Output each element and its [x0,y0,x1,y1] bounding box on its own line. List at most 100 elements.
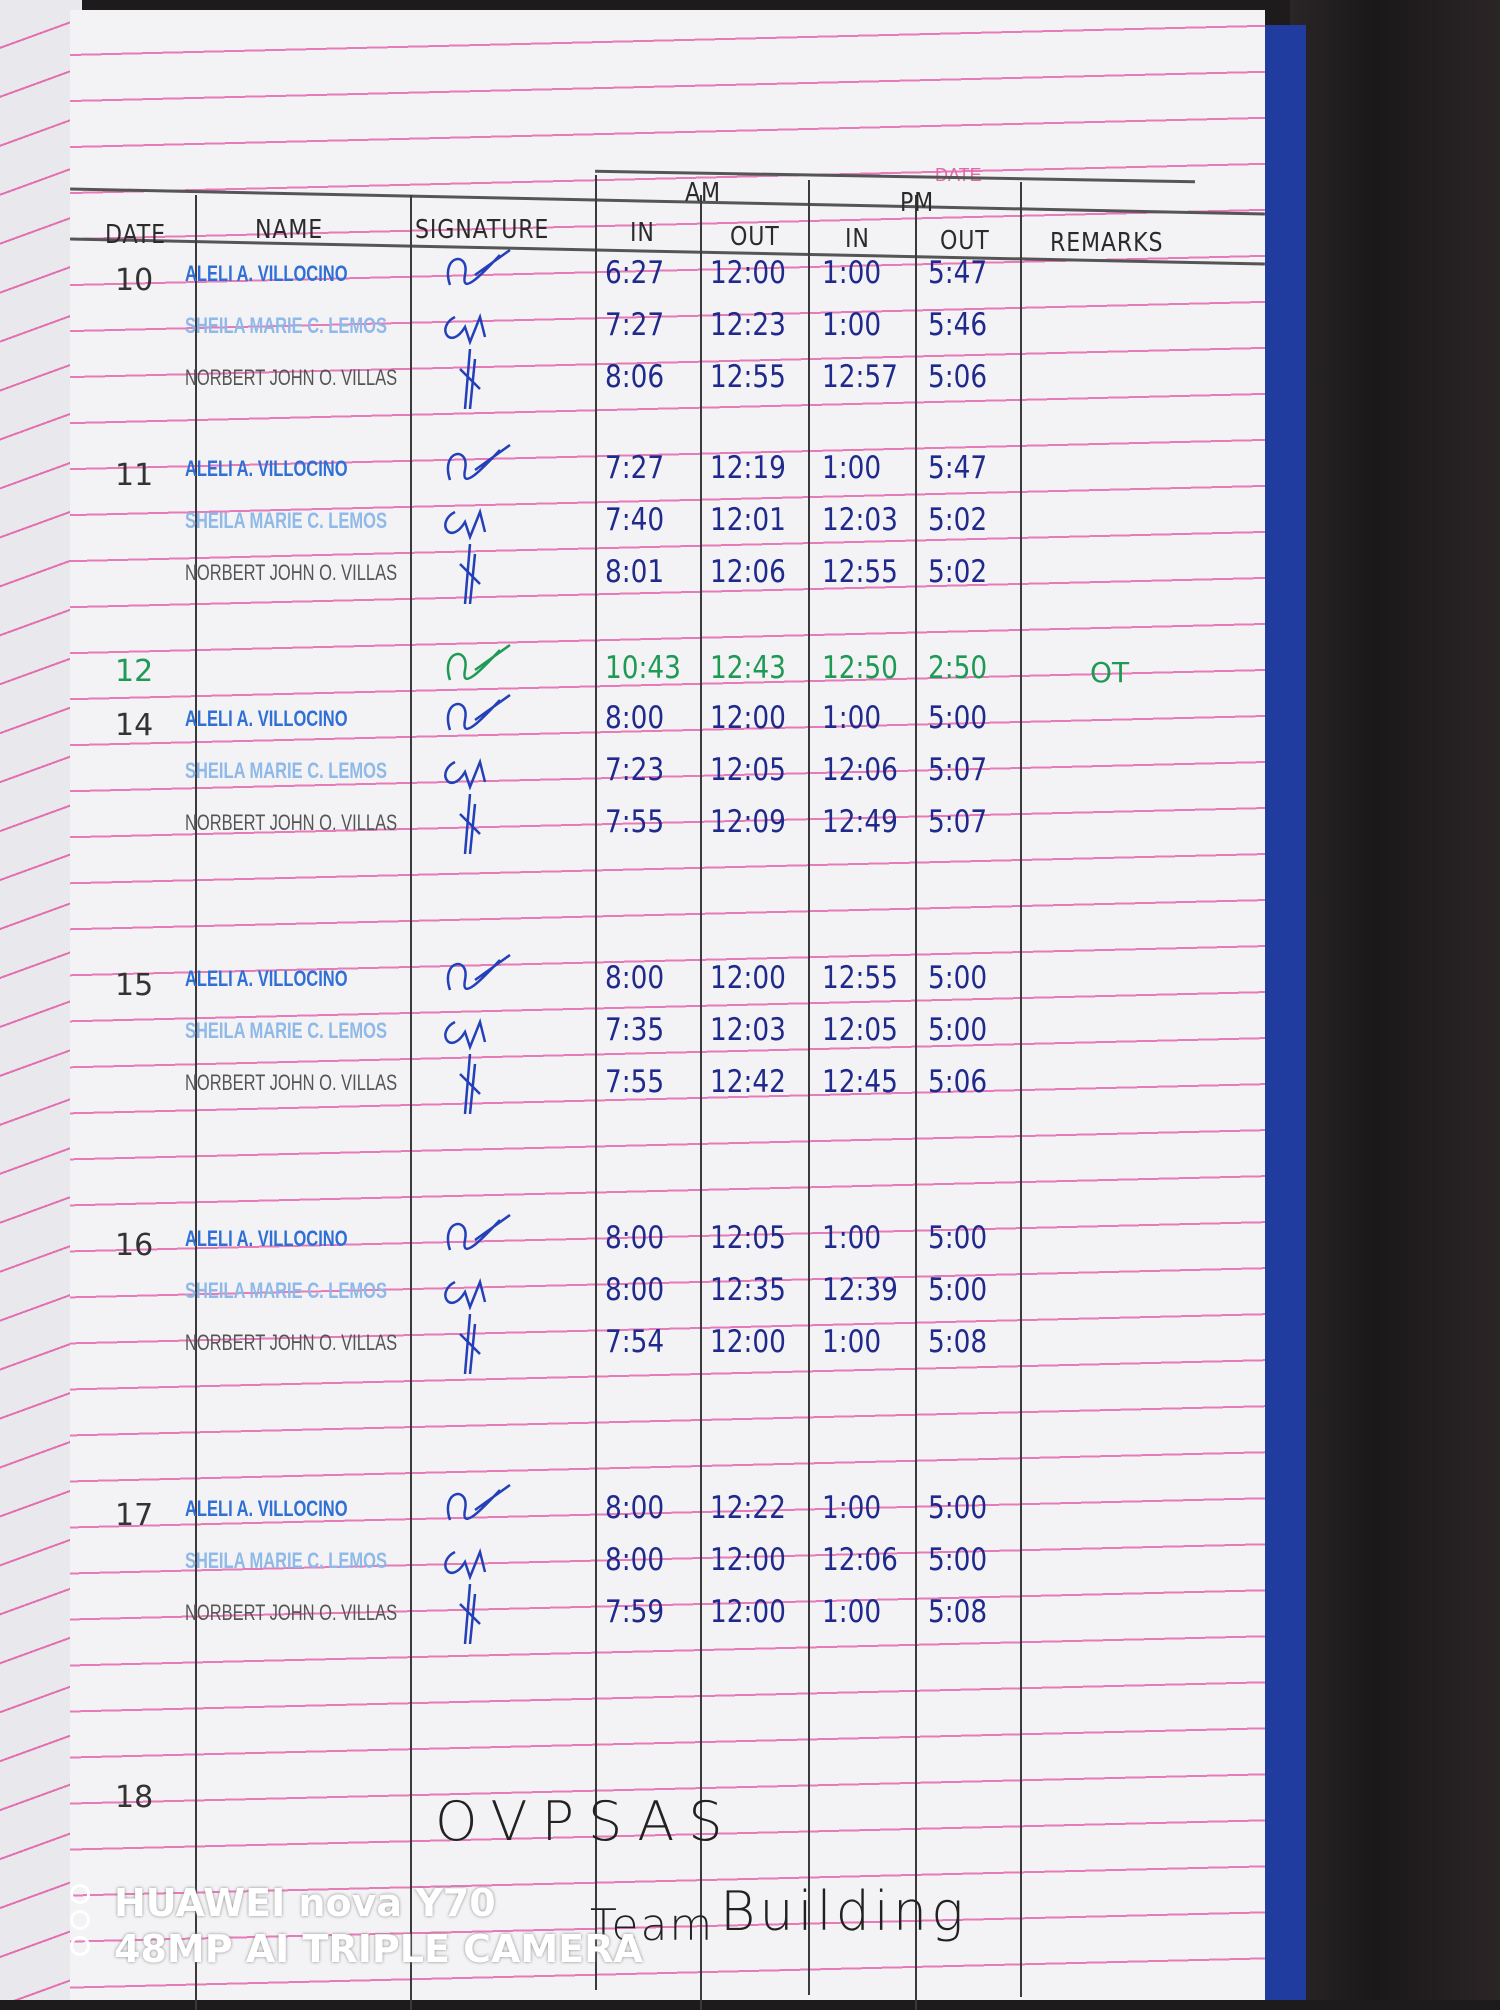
time-am-out: 12:05 [710,1220,786,1256]
day-date: 18 [115,1780,154,1815]
time-pm-out: 5:00 [928,700,988,736]
time-pm-in: 1:00 [822,1594,882,1630]
employee-name: SHEILA MARIE C. LEMOS [185,1548,387,1573]
logbook-page: DATE DATE NAME SIGNATURE AM PM IN OUT IN… [70,10,1265,2010]
signature-mark [444,1547,487,1581]
signature-mark [459,1584,481,1644]
time-pm-in: 12:03 [822,502,898,538]
day-date: 12 [115,654,154,689]
signature-mark [444,1277,487,1311]
employee-name: ALELI A. VILLOCINO [185,456,348,481]
signature-mark [444,507,487,541]
col-header-remarks: REMARKS [1050,228,1164,258]
time-pm-out: 5:00 [928,1272,988,1308]
time-pm-in: 1:00 [822,1490,882,1526]
time-am-out: 12:55 [710,359,786,395]
time-pm-out: 5:07 [928,804,988,840]
table-row: ALELI A. VILLOCINO 7:27 12:19 1:00 5:47 [70,443,1265,496]
time-pm-in: 1:00 [822,450,882,486]
employee-name: NORBERT JOHN O. VILLAS [185,560,398,585]
remarks-cell: OT [1090,656,1130,689]
time-pm-out: 5:46 [928,307,988,343]
time-am-in: 8:00 [605,700,665,736]
time-am-out: 12:00 [710,700,786,736]
signature-mark [446,443,511,481]
time-pm-out: 5:07 [928,752,988,788]
col-header-am-in: IN [630,218,655,248]
table-surface [1290,0,1500,2000]
time-am-in: 8:00 [605,1490,665,1526]
time-am-in: 7:59 [605,1594,665,1630]
time-pm-in: 12:39 [822,1272,898,1308]
watermark-line1: HUAWEI nova Y70 [114,1881,496,1925]
employee-name: NORBERT JOHN O. VILLAS [185,365,398,390]
employee-name: ALELI A. VILLOCINO [185,706,348,731]
employee-name: SHEILA MARIE C. LEMOS [185,758,387,783]
table-row: NORBERT JOHN O. VILLAS 7:54 12:00 1:00 5:08 [70,1314,1265,1374]
signature-mark [459,794,481,854]
employee-name: ALELI A. VILLOCINO [185,261,348,286]
time-am-in: 7:55 [605,1064,665,1100]
time-pm-in: 12:49 [822,804,898,840]
signature-mark [459,1054,481,1114]
time-pm-in: 1:00 [822,1220,882,1256]
time-pm-out: 5:00 [928,1012,988,1048]
time-am-in: 7:27 [605,307,665,343]
table-row: ALELI A. VILLOCINO 6:27 12:00 1:00 5:47 [70,248,1265,301]
table-row: SHEILA MARIE C. LEMOS 7:23 12:05 12:06 5:07 [70,752,1265,798]
time-am-in: 7:27 [605,450,665,486]
time-pm-out: 5:02 [928,554,988,590]
time-am-out: 12:01 [710,502,786,538]
time-am-out: 12:23 [710,307,786,343]
table-row: NORBERT JOHN O. VILLAS 7:55 12:42 12:45 5:06 [70,1054,1265,1114]
col-header-signature: SIGNATURE [415,215,550,245]
time-am-in: 7:55 [605,804,665,840]
time-pm-out: 5:02 [928,502,988,538]
signature-mark [446,1483,511,1521]
table-row: SHEILA MARIE C. LEMOS 8:00 12:35 12:39 5:00 [70,1272,1265,1318]
time-am-out: 12:09 [710,804,786,840]
time-am-in: 6:27 [605,255,665,291]
handwritten-note: Team [590,1900,715,1951]
table-row: ALELI A. VILLOCINO 8:00 12:05 1:00 5:00 [70,1213,1265,1266]
col-header-pm-out: OUT [940,226,990,256]
employee-name: SHEILA MARIE C. LEMOS [185,1018,387,1043]
column-divider [195,195,197,2010]
time-am-in: 8:00 [605,1272,665,1308]
col-header-date: DATE [105,220,166,250]
employee-name: SHEILA MARIE C. LEMOS [185,313,387,338]
col-header-am: AM [685,178,721,208]
camera-lens-icon [70,1884,90,1962]
col-header-pm-in: IN [845,224,870,254]
table-row: SHEILA MARIE C. LEMOS 7:27 12:23 1:00 5:46 [70,307,1265,353]
time-pm-out: 5:08 [928,1324,988,1360]
column-divider [915,195,917,2010]
time-am-out: 12:19 [710,450,786,486]
time-am-out: 12:03 [710,1012,786,1048]
time-am-in: 10:43 [605,650,681,686]
day-date: 10 [115,263,154,298]
date-label: DATE [935,165,982,185]
handwritten-note: Building [720,1880,968,1943]
time-pm-out: 5:06 [928,1064,988,1100]
employee-name: NORBERT JOHN O. VILLAS [185,810,398,835]
column-divider [595,175,597,1990]
time-am-in: 8:00 [605,960,665,996]
time-am-in: 7:35 [605,1012,665,1048]
column-divider [808,180,810,1995]
employee-name: ALELI A. VILLOCINO [185,966,348,991]
time-am-out: 12:05 [710,752,786,788]
table-row: ALELI A. VILLOCINO 8:00 12:22 1:00 5:00 [70,1483,1265,1536]
time-pm-in: 1:00 [822,307,882,343]
col-header-name: NAME [255,215,324,245]
table-row: SHEILA MARIE C. LEMOS 7:40 12:01 12:03 5:02 [70,502,1265,548]
employee-name: SHEILA MARIE C. LEMOS [185,508,387,533]
time-pm-out: 5:06 [928,359,988,395]
time-pm-in: 12:55 [822,554,898,590]
table-row: NORBERT JOHN O. VILLAS 7:59 12:00 1:00 5:08 [70,1584,1265,1644]
handwritten-note: OVPSAS [435,1790,737,1853]
time-am-in: 7:40 [605,502,665,538]
signature-mark [446,953,511,991]
time-am-out: 12:00 [710,1594,786,1630]
time-am-out: 12:00 [710,255,786,291]
